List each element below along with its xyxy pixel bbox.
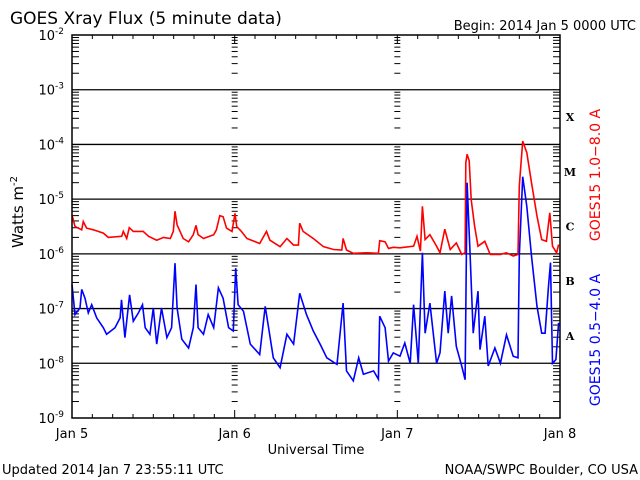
- y-tick-exponent: -4: [55, 136, 64, 146]
- y-tick-exponent: -7: [55, 301, 64, 311]
- updated-timestamp: Updated 2014 Jan 7 23:55:11 UTC: [2, 463, 224, 478]
- y-tick-label: 10-6: [38, 246, 64, 263]
- flare-class-label: X: [566, 111, 575, 124]
- y-tick-label: 10-8: [38, 355, 64, 372]
- y-axis-label: Watts m-2: [9, 176, 27, 248]
- y-tick-base: 10: [38, 357, 55, 372]
- y-axis-label-text: Watts m: [9, 186, 27, 248]
- y-tick-label: 10-7: [38, 301, 64, 318]
- credit-label: NOAA/SWPC Boulder, CO USA: [445, 463, 638, 478]
- x-tick-label: Jan 5: [55, 427, 88, 442]
- y-tick-exponent: -2: [55, 27, 64, 37]
- legend-red-series: GOES15 1.0−8.0 A: [588, 109, 604, 242]
- x-tick-labels: Jan 5 Jan 6 Jan 7 Jan 8: [55, 427, 576, 442]
- chart-title: GOES Xray Flux (5 minute data): [10, 9, 282, 29]
- y-tick-base: 10: [38, 193, 55, 208]
- y-tick-exponent: -8: [55, 355, 64, 365]
- y-tick-exponent: -5: [55, 191, 64, 201]
- y-tick-labels: 10-210-310-410-510-610-710-810-9: [38, 27, 64, 427]
- x-tick-label: Jan 8: [543, 427, 576, 442]
- series-line-long: [71, 140, 560, 257]
- begin-label: Begin: 2014 Jan 5 0000 UTC: [454, 19, 636, 34]
- y-tick-base: 10: [38, 84, 55, 99]
- x-tick-label: Jan 6: [217, 427, 250, 442]
- y-tick-base: 10: [38, 29, 55, 44]
- y-tick-label: 10-9: [38, 410, 64, 427]
- x-axis-label: Universal Time: [268, 443, 365, 458]
- y-tick-base: 10: [38, 303, 55, 318]
- flare-class-label: C: [566, 221, 575, 234]
- flare-class-label: A: [565, 330, 575, 343]
- y-tick-label: 10-3: [38, 82, 64, 99]
- y-tick-base: 10: [38, 248, 55, 263]
- series-line-short: [71, 176, 560, 383]
- x-tick-label: Jan 7: [380, 427, 413, 442]
- y-tick-label: 10-2: [38, 27, 64, 44]
- y-tick-exponent: -3: [55, 82, 64, 92]
- y-tick-label: 10-5: [38, 191, 64, 208]
- flare-class-label: B: [565, 275, 574, 288]
- legend-blue-series: GOES15 0.5−4.0 A: [588, 274, 604, 407]
- y-tick-exponent: -6: [55, 246, 64, 256]
- flare-class-label: M: [564, 166, 576, 179]
- y-tick-label: 10-4: [38, 136, 64, 153]
- series-lines: [71, 140, 560, 383]
- plot-frame: [71, 34, 561, 419]
- y-axis-label-sup: -2: [9, 176, 20, 186]
- y-tick-base: 10: [38, 412, 55, 427]
- y-tick-base: 10: [38, 138, 55, 153]
- y-tick-exponent: -9: [55, 410, 64, 420]
- flare-class-labels: X M C B A: [564, 111, 576, 343]
